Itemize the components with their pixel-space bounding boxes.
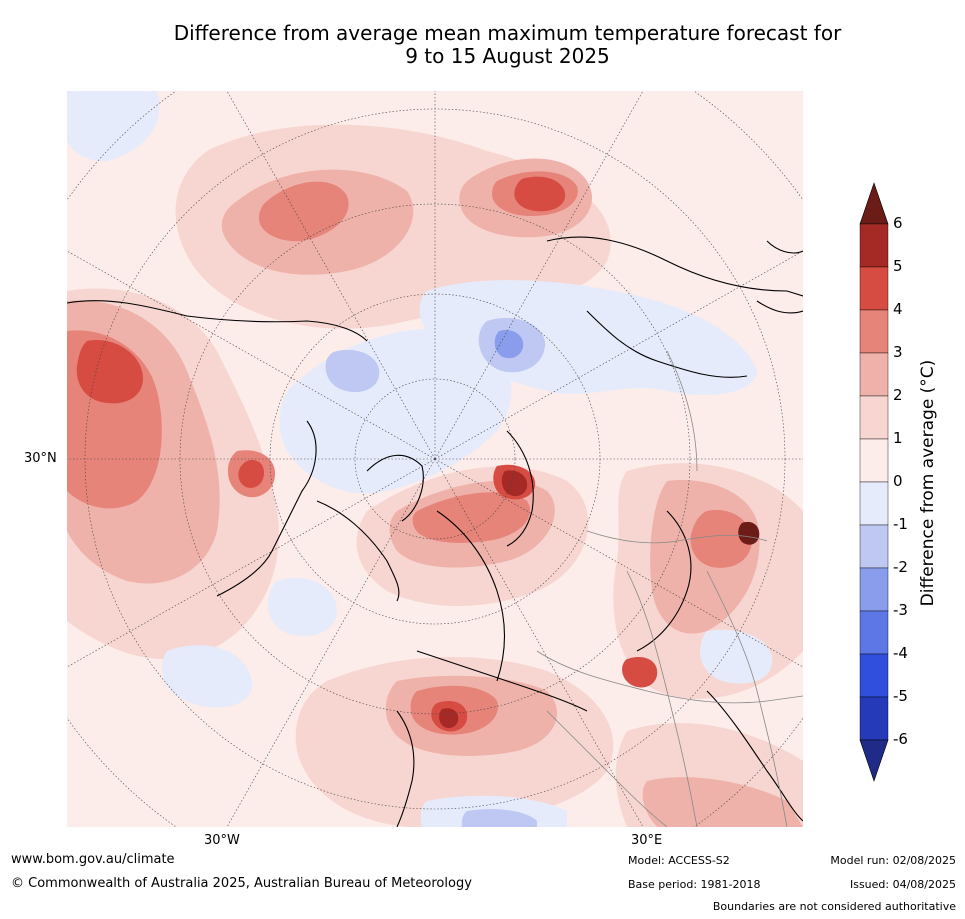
- colorbar-step: [859, 223, 889, 268]
- colorbar-step: [859, 481, 889, 526]
- colorbar-under-arrow: [859, 739, 889, 782]
- colorbar-tick-label: -6: [893, 730, 908, 748]
- colorbar-step: [859, 309, 889, 354]
- graticule: [67, 91, 803, 827]
- colorbar-step: [859, 266, 889, 311]
- footer-issued: Issued: 04/08/2025: [849, 878, 956, 891]
- footer-model: Model: ACCESS-S2: [628, 854, 730, 867]
- colorbar-tick-label: 3: [893, 343, 903, 361]
- colorbar-tick-label: 6: [893, 214, 903, 232]
- coastlines: [67, 236, 803, 827]
- colorbar-tick-label: 0: [893, 472, 903, 490]
- lon-label-30e: 30°E: [631, 833, 663, 848]
- country-borders: [536, 350, 803, 827]
- title-line-2: 9 to 15 August 2025: [405, 44, 610, 68]
- footer-base-period: Base period: 1981-2018: [628, 878, 761, 891]
- temperature-anomaly-map: [67, 91, 803, 827]
- colorbar: [859, 182, 889, 782]
- lon-label-30w: 30°W: [204, 833, 240, 848]
- colorbar-step: [859, 395, 889, 440]
- colorbar-over-arrow: [859, 182, 889, 225]
- colorbar-tick-label: 4: [893, 300, 903, 318]
- map-title: Difference from average mean maximum tem…: [60, 22, 955, 68]
- footer-copyright: © Commonwealth of Australia 2025, Austra…: [11, 876, 472, 891]
- lat-label-30n: 30°N: [24, 451, 57, 466]
- anomaly-band-5-plus: [439, 470, 760, 729]
- colorbar-tick-label: -4: [893, 644, 908, 662]
- colorbar-tick-label: -5: [893, 687, 908, 705]
- colorbar-tick-label: 5: [893, 257, 903, 275]
- colorbar-step: [859, 696, 889, 741]
- colorbar-tick-label: 2: [893, 386, 903, 404]
- title-line-1: Difference from average mean maximum tem…: [173, 21, 842, 45]
- footer-website: www.bom.gov.au/climate: [11, 852, 175, 867]
- colorbar-step: [859, 567, 889, 612]
- colorbar-steps: [859, 223, 889, 741]
- colorbar-tick-label: -1: [893, 515, 908, 533]
- colorbar-label: Difference from average (°C): [918, 359, 938, 607]
- colorbar-step: [859, 653, 889, 698]
- colorbar-tick-label: 1: [893, 429, 903, 447]
- colorbar-step: [859, 524, 889, 569]
- footer-disclaimer: Boundaries are not considered authoritat…: [712, 900, 956, 913]
- colorbar-tick-label: -2: [893, 558, 908, 576]
- footer-model-run: Model run: 02/08/2025: [830, 854, 956, 867]
- colorbar-step: [859, 610, 889, 655]
- colorbar-tick-label: -3: [893, 601, 908, 619]
- colorbar-step: [859, 438, 889, 483]
- colorbar-step: [859, 352, 889, 397]
